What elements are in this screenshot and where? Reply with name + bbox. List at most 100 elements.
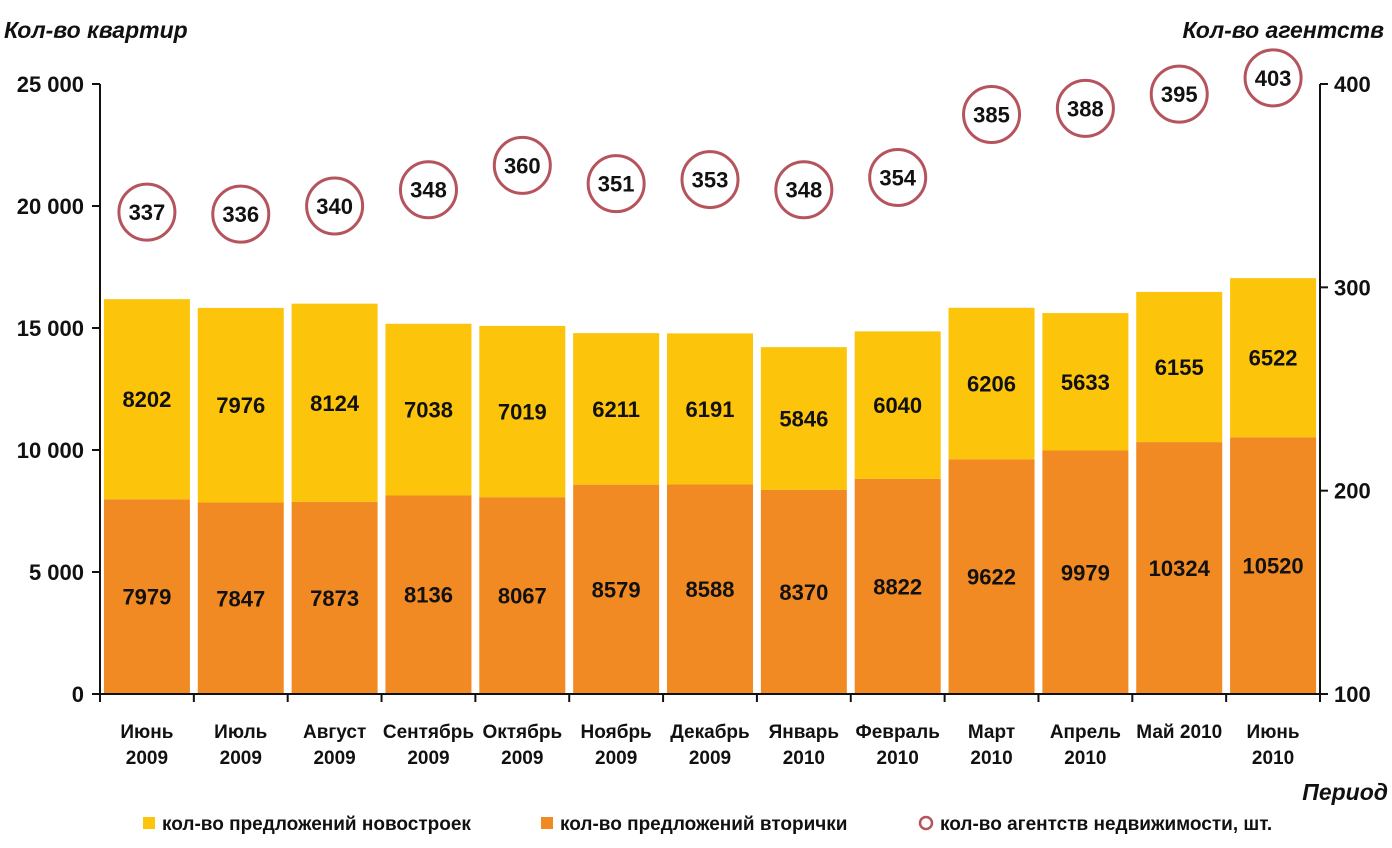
bar-new-buildings xyxy=(197,307,284,503)
agencies-marker xyxy=(1055,78,1115,138)
bar-secondary xyxy=(1042,450,1129,694)
data-label-secondary: 9979 xyxy=(1061,560,1110,585)
y-axis-title: Кол-во квартир xyxy=(4,17,188,43)
data-label-agencies: 353 xyxy=(692,168,729,193)
agencies-marker xyxy=(305,176,365,236)
data-label-secondary: 8136 xyxy=(404,583,453,608)
data-label-agencies: 337 xyxy=(129,200,166,225)
x-axis-title: Период xyxy=(1302,779,1388,805)
agencies-marker xyxy=(680,150,740,210)
data-label-agencies: 395 xyxy=(1161,82,1198,107)
data-label-secondary: 8370 xyxy=(779,580,828,605)
data-label-secondary: 8067 xyxy=(498,584,547,609)
legend-swatch-secondary xyxy=(541,817,553,829)
bar-new-buildings xyxy=(854,331,941,479)
bar-secondary xyxy=(760,489,847,694)
agencies-marker xyxy=(868,148,928,208)
data-label-agencies: 360 xyxy=(504,153,541,178)
data-label-new-buildings: 5633 xyxy=(1061,370,1110,395)
x-tick-label: Март 2010 xyxy=(968,722,1015,769)
bar-new-buildings xyxy=(479,325,566,498)
bar-secondary xyxy=(479,497,566,694)
bar-secondary xyxy=(948,459,1035,694)
bar-new-buildings xyxy=(760,347,847,490)
data-label-secondary: 8822 xyxy=(873,574,922,599)
bar-secondary xyxy=(385,495,472,694)
data-label-agencies: 340 xyxy=(316,194,353,219)
agencies-marker xyxy=(962,85,1022,144)
data-label-agencies: 351 xyxy=(598,172,635,197)
x-tick-label: Апрель 2010 xyxy=(1050,722,1121,769)
data-label-new-buildings: 6155 xyxy=(1155,355,1204,380)
bar-new-buildings xyxy=(1230,278,1317,438)
x-tick-label: Август 2009 xyxy=(303,722,366,769)
agencies-marker xyxy=(1149,64,1209,124)
data-label-agencies: 348 xyxy=(785,178,822,203)
bar-new-buildings xyxy=(573,333,660,485)
y2-tick-label: 300 xyxy=(1334,275,1371,300)
legend-label-secondary: кол-во предложений вторички xyxy=(560,814,848,835)
agencies-marker xyxy=(211,184,271,244)
data-label-new-buildings: 6040 xyxy=(873,393,922,418)
x-tick-label: Февраль 2010 xyxy=(855,722,939,769)
legend-marker-agencies xyxy=(918,815,934,831)
data-label-secondary: 9622 xyxy=(967,565,1016,590)
data-label-new-buildings: 8124 xyxy=(310,391,360,416)
agencies-marker xyxy=(117,182,177,242)
data-label-secondary: 7873 xyxy=(310,586,359,611)
y2-tick-label: 100 xyxy=(1334,682,1371,707)
bar-new-buildings xyxy=(385,323,472,496)
data-label-secondary: 8579 xyxy=(592,577,641,602)
bar-secondary xyxy=(667,484,753,694)
y-tick-label: 20 000 xyxy=(17,194,84,219)
data-label-new-buildings: 6522 xyxy=(1249,346,1298,371)
data-label-new-buildings: 7019 xyxy=(498,400,547,425)
y-tick-label: 15 000 xyxy=(17,316,84,341)
data-label-secondary: 7979 xyxy=(122,585,171,610)
bar-secondary xyxy=(1136,442,1223,694)
agencies-marker xyxy=(492,135,552,195)
bar-secondary xyxy=(1230,437,1317,694)
data-label-agencies: 348 xyxy=(410,178,447,203)
x-tick-label: Май 2010 xyxy=(1136,722,1222,743)
bar-new-buildings xyxy=(667,333,753,485)
data-label-agencies: 403 xyxy=(1255,66,1292,91)
legend: кол-во предложений новостроек кол-во пред… xyxy=(143,814,1272,835)
y2-axis-title: Кол-во агентств xyxy=(1183,17,1385,43)
bar-new-buildings xyxy=(948,307,1035,460)
x-tick-label: Июнь 2010 xyxy=(1247,722,1300,769)
data-label-agencies: 388 xyxy=(1067,96,1104,121)
bar-secondary xyxy=(573,484,660,694)
x-tick-label: Июль 2009 xyxy=(214,722,267,769)
data-label-secondary: 7847 xyxy=(216,586,265,611)
x-tick-label: Сентябрь 2009 xyxy=(383,722,474,769)
agencies-marker xyxy=(398,160,458,220)
bar-new-buildings xyxy=(103,299,190,500)
x-tick-label: Январь 2010 xyxy=(769,722,839,769)
x-tick-label: Декабрь 2009 xyxy=(670,722,749,769)
x-tick-label: Ноябрь 2009 xyxy=(581,722,652,769)
agencies-marker xyxy=(1243,48,1303,108)
bar-secondary xyxy=(197,502,284,694)
data-label-new-buildings: 7976 xyxy=(216,393,265,418)
data-label-new-buildings: 8202 xyxy=(122,387,171,412)
data-label-new-buildings: 6211 xyxy=(592,397,640,422)
legend-label-agencies: кол-во агентств недвижимости, шт. xyxy=(940,814,1272,835)
data-label-agencies: 336 xyxy=(222,202,259,227)
data-label-new-buildings: 6191 xyxy=(686,397,735,422)
data-label-new-buildings: 5846 xyxy=(779,406,828,431)
agencies-marker xyxy=(774,160,834,220)
data-label-secondary: 8588 xyxy=(686,577,735,602)
bar-new-buildings xyxy=(1042,313,1129,451)
bar-secondary xyxy=(854,478,941,694)
y-tick-label: 10 000 xyxy=(17,438,84,463)
data-label-agencies: 385 xyxy=(973,103,1010,128)
y-tick-label: 25 000 xyxy=(17,72,84,97)
x-tick-label: Октябрь 2009 xyxy=(482,722,562,769)
data-label-secondary: 10324 xyxy=(1149,556,1211,581)
agencies-marker xyxy=(586,154,646,214)
y2-tick-label: 400 xyxy=(1334,72,1371,97)
bar-secondary xyxy=(291,501,378,694)
x-tick-label: Июнь 2009 xyxy=(120,722,173,769)
